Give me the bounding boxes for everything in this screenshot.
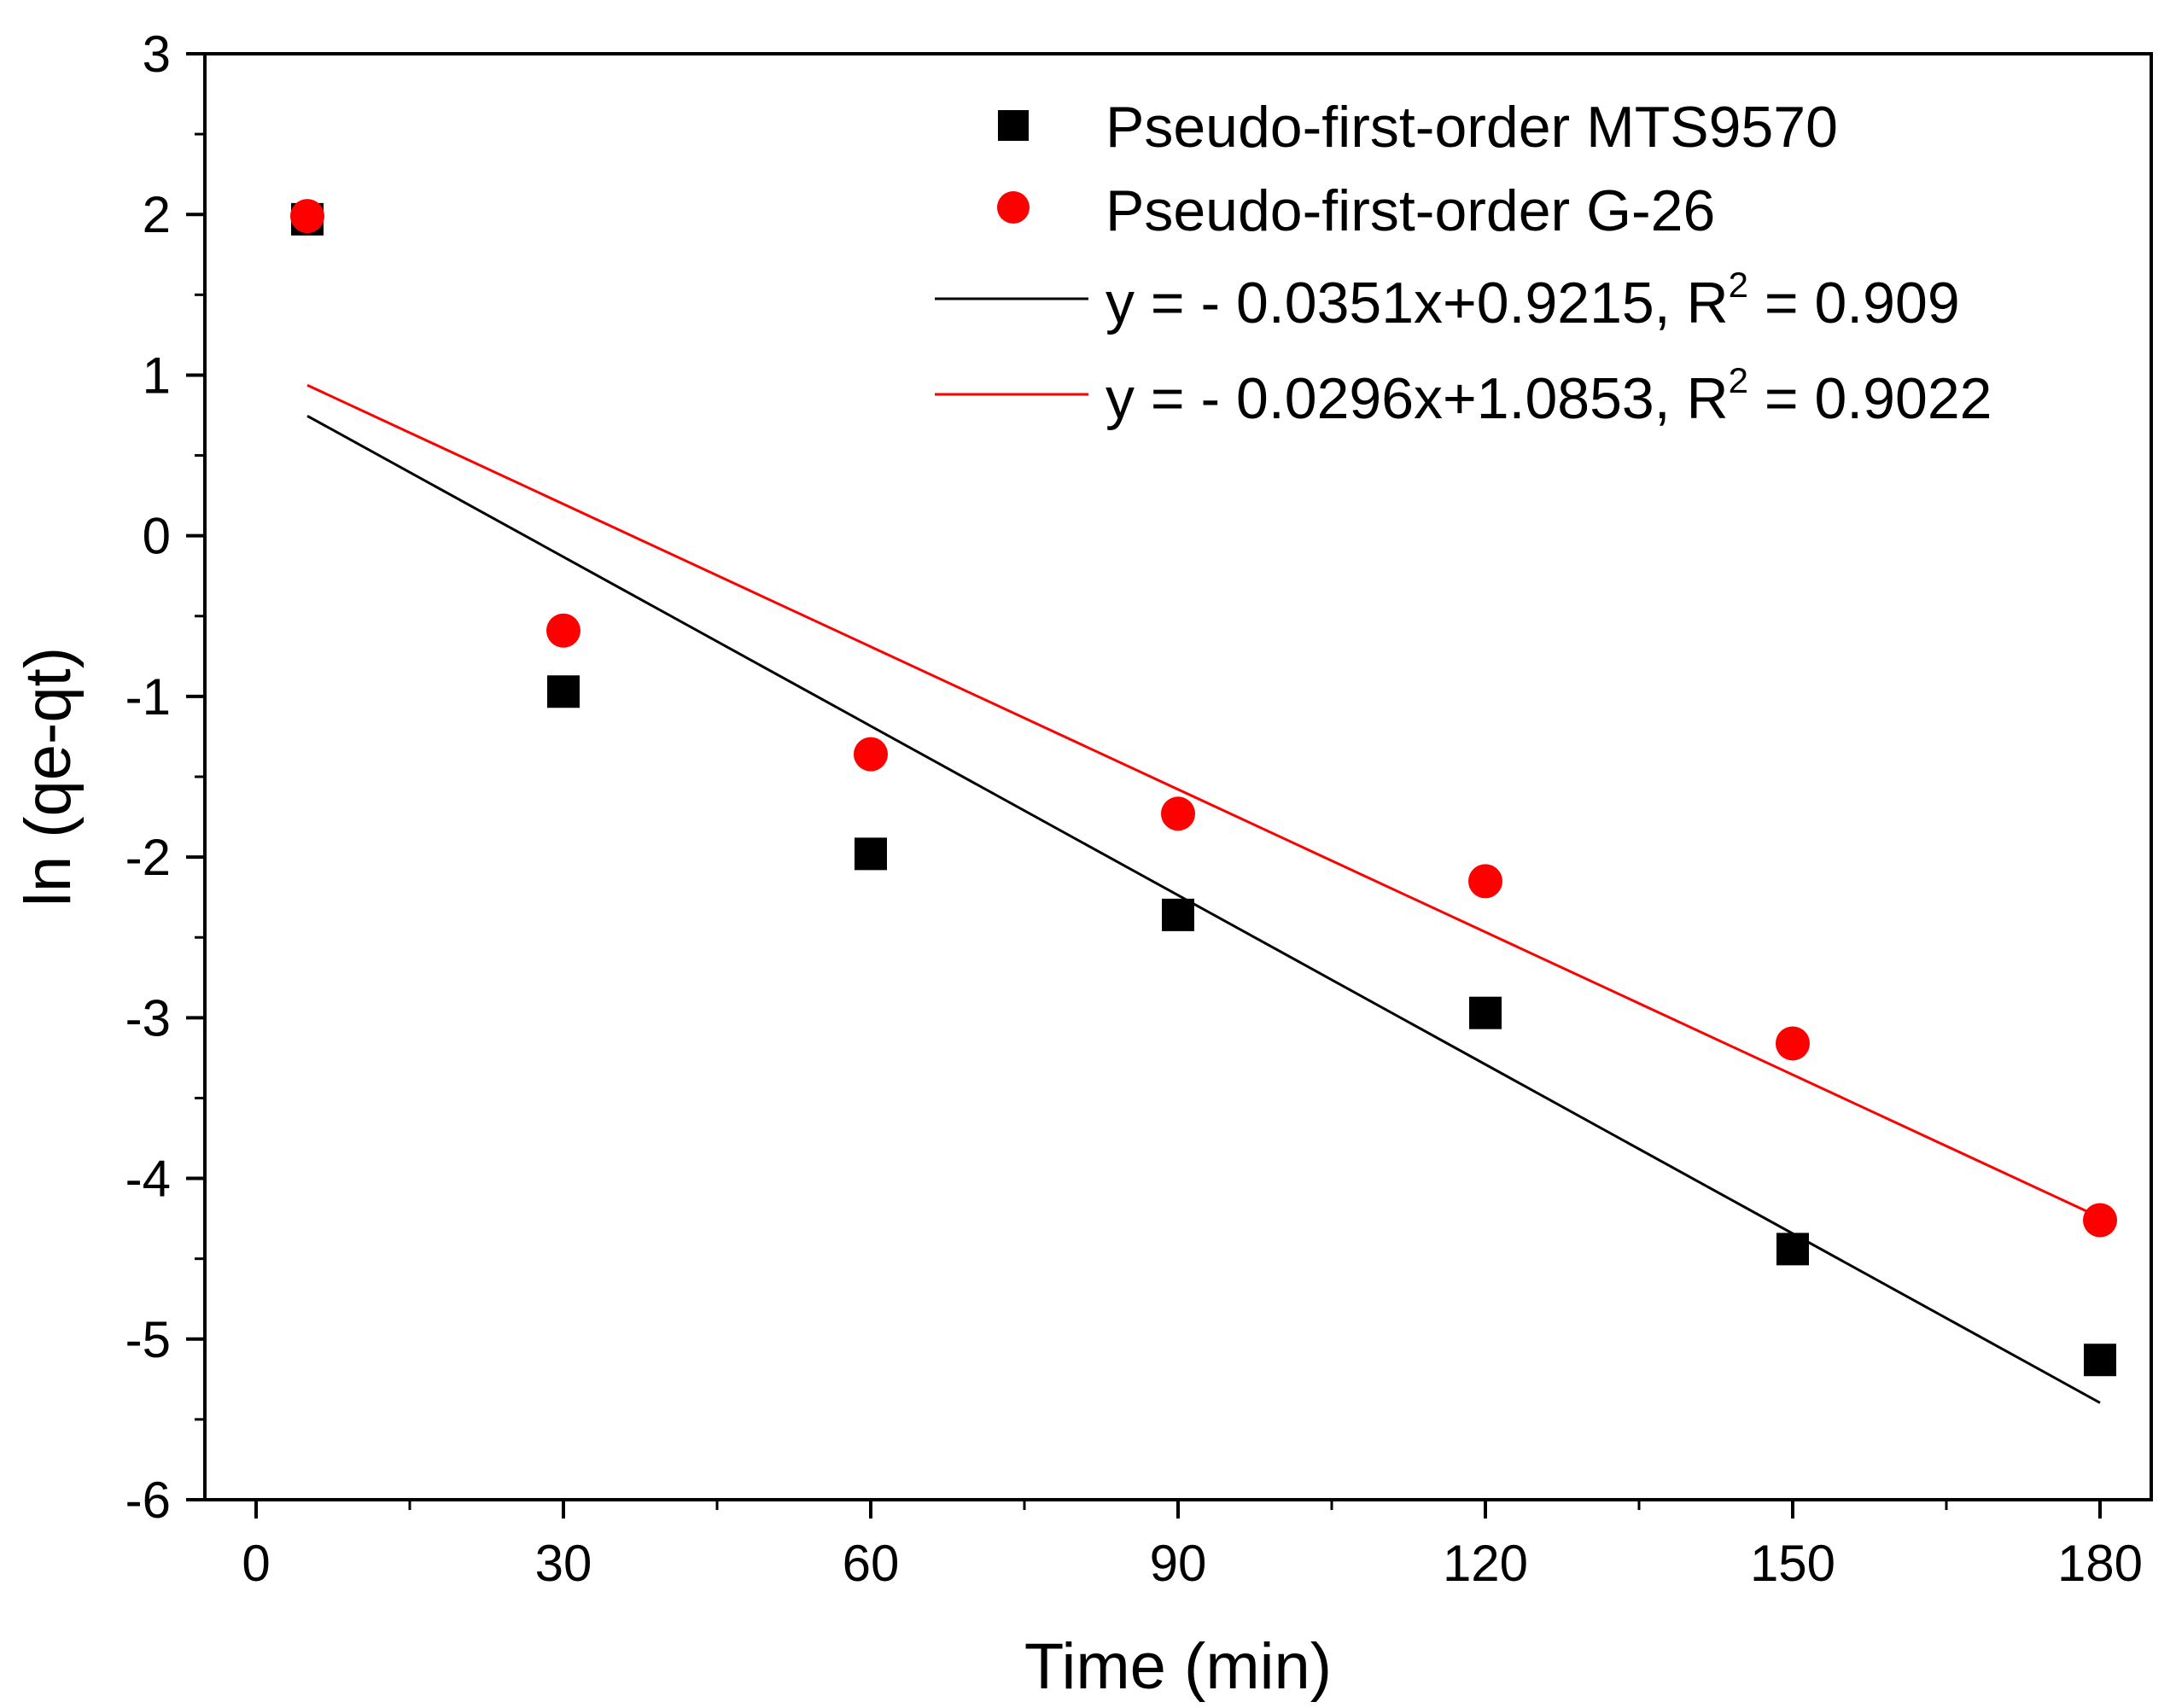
legend-marker-mts9570 (998, 110, 1029, 141)
point-mts9570 (1469, 996, 1502, 1029)
legend-label-mts9570: Pseudo-first-order MTS9570 (1106, 95, 1838, 160)
point-mts9570 (855, 837, 887, 871)
y-tick-label: -4 (125, 1151, 171, 1208)
point-g26 (546, 613, 580, 648)
point-mts9570 (1162, 898, 1194, 931)
legend-marker-g26 (997, 191, 1030, 224)
legend-label-mts9570-fit: y = - 0.0351x+0.9215, R2 = 0.909 (1106, 265, 1960, 335)
point-mts9570 (547, 675, 580, 708)
x-tick-label: 60 (843, 1535, 900, 1592)
fit-label-g26-prefix: y = - 0.0296x+1.0853, R (1106, 366, 1729, 431)
fit-label-mts9570-prefix: y = - 0.0351x+0.9215, R (1106, 271, 1729, 335)
point-g26 (2083, 1203, 2117, 1238)
x-axis-title: Time (min) (1024, 1630, 1332, 1703)
x-tick-label: 150 (1750, 1535, 1835, 1592)
y-tick-label: 3 (143, 26, 171, 83)
point-g26 (1161, 796, 1195, 831)
point-mts9570 (2084, 1344, 2116, 1377)
y-tick-label: -6 (125, 1472, 171, 1529)
x-tick-label: 120 (1443, 1535, 1528, 1592)
point-g26 (1776, 1026, 1810, 1061)
point-g26 (1468, 864, 1502, 899)
fit-label-mts9570-sup: 2 (1729, 265, 1748, 305)
point-mts9570 (1776, 1233, 1809, 1266)
y-tick-label: -1 (125, 668, 171, 726)
fit-line-mts9570 (306, 414, 2101, 1404)
fit-line-g26 (306, 383, 2101, 1219)
x-axis-ticks: 0 30 60 90 120 150 180 (242, 1500, 2143, 1592)
y-tick-label: -5 (125, 1311, 171, 1368)
y-axis-title: ln (qe-qt) (12, 647, 85, 906)
y-tick-label: -3 (125, 989, 171, 1046)
data-points (290, 199, 2117, 1377)
x-tick-label: 0 (242, 1535, 270, 1592)
point-g26 (290, 199, 324, 234)
legend: Pseudo-first-order MTS9570 Pseudo-first-… (935, 95, 1992, 431)
legend-label-g26: Pseudo-first-order G-26 (1106, 178, 1715, 243)
y-tick-label: 2 (143, 186, 171, 243)
fit-label-g26-sup: 2 (1729, 360, 1748, 400)
y-axis-ticks: -6 -5 -4 -3 -2 -1 0 1 2 3 (125, 26, 205, 1529)
x-tick-label: 180 (2057, 1535, 2143, 1592)
fit-label-g26-suffix: = 0.9022 (1748, 366, 1992, 431)
x-tick-label: 30 (535, 1535, 592, 1592)
y-tick-label: 1 (143, 347, 171, 404)
y-tick-label: 0 (143, 508, 171, 565)
fit-lines (306, 383, 2101, 1404)
x-tick-label: 90 (1150, 1535, 1207, 1592)
fit-label-mts9570-suffix: = 0.909 (1748, 271, 1960, 335)
point-g26 (854, 737, 888, 772)
y-tick-label: -2 (125, 829, 171, 886)
legend-label-g26-fit: y = - 0.0296x+1.0853, R2 = 0.9022 (1106, 360, 1992, 431)
